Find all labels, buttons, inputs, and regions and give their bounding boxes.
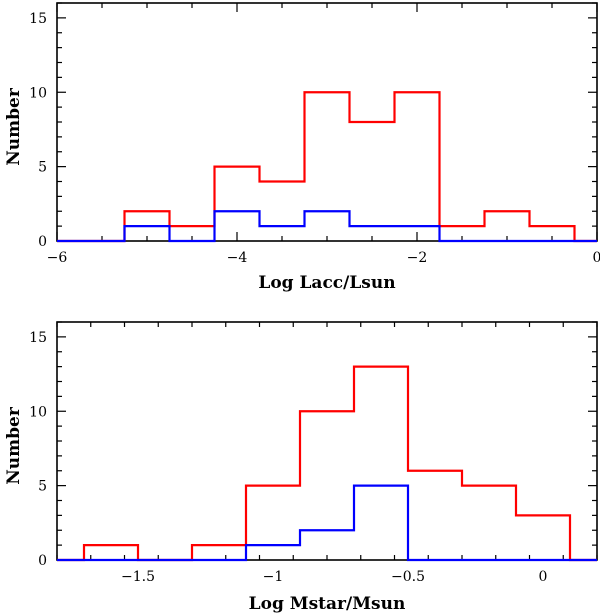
y-tick-label: 10: [29, 85, 47, 101]
x-tick-label: −1.5: [121, 569, 155, 585]
mstar-blue-histogram: [57, 484, 597, 562]
x-axis-label: Log Mstar/Msun: [249, 594, 406, 614]
x-tick-label: −0.5: [391, 569, 425, 585]
y-tick-label: 0: [38, 553, 47, 569]
x-tick-label: 0: [593, 250, 600, 266]
y-tick-label: 15: [29, 11, 47, 27]
lacc-histogram-panel: −6 −4 −2 0 0 5 10 15 Log Lacc/Lsun Number: [4, 2, 600, 293]
x-tick-label: 0: [539, 569, 548, 585]
y-tick-label: 0: [38, 234, 47, 250]
x-axis-label: Log Lacc/Lsun: [258, 273, 395, 293]
y-tick-label: 10: [29, 404, 47, 420]
y-tick-label: 5: [38, 479, 47, 495]
y-tick-label: 15: [29, 330, 47, 346]
mstar-histogram-panel: −1.5 −1 −0.5 0 0 5 10 15 Log Mstar/Msun Number: [4, 321, 598, 614]
x-tick-label: −6: [47, 250, 68, 266]
y-tick-label: 5: [38, 160, 47, 176]
x-tick-label: −4: [227, 250, 248, 266]
lacc-red-histogram: [57, 91, 597, 243]
lacc-blue-histogram: [57, 210, 597, 243]
x-tick-label: −2: [407, 250, 428, 266]
y-axis-label: Number: [4, 406, 24, 485]
mstar-red-histogram: [57, 365, 597, 562]
plot-frame: [56, 2, 598, 242]
plot-frame: [56, 321, 598, 561]
y-axis-label: Number: [4, 87, 24, 166]
x-tick-label: −1: [263, 569, 284, 585]
